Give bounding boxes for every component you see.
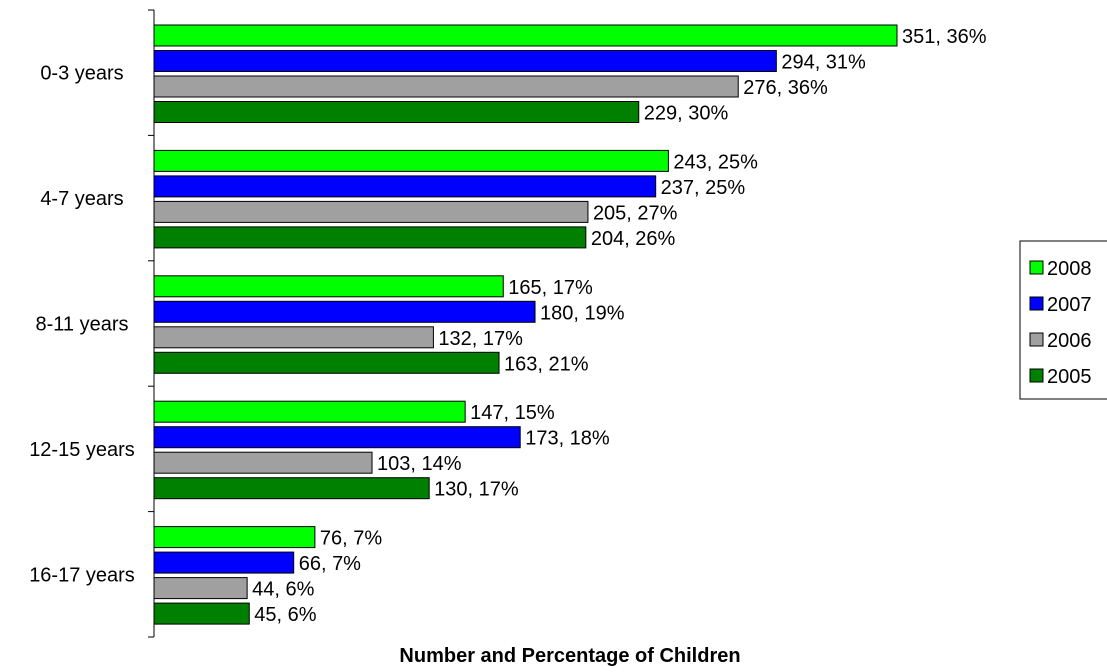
bar-2007: [153, 50, 777, 72]
bar-2006: [153, 75, 739, 98]
data-label: 45, 6%: [254, 604, 316, 626]
bar-2006: [153, 200, 589, 223]
legend-swatch-2006: [1029, 332, 1044, 347]
bar-2005: [153, 351, 500, 374]
category-label: 16-17 years: [29, 564, 135, 586]
bar-2006: [153, 326, 434, 349]
bar-2005: [153, 226, 587, 249]
data-label: 205, 27%: [593, 202, 678, 224]
data-label: 294, 31%: [781, 52, 866, 74]
bar-2007: [153, 300, 536, 323]
x-axis-title: Number and Percentage of Children: [399, 645, 740, 667]
bar-2005: [153, 101, 640, 123]
data-label: 173, 18%: [525, 428, 610, 450]
legend-swatch-2008: [1029, 260, 1044, 275]
bar-2008: [153, 275, 504, 298]
data-label: 66, 7%: [299, 553, 361, 575]
data-label: 103, 14%: [377, 453, 462, 475]
category-label: 8-11 years: [35, 314, 128, 336]
bar-2005: [153, 477, 430, 500]
data-label: 163, 21%: [504, 353, 589, 375]
y-axis-layer: 0-3 years 4-7 years 8-11 years 12-15 years 1…: [29, 9, 155, 638]
bar-2007: [153, 551, 295, 574]
bar-2008: [153, 149, 669, 172]
data-label: 243, 25%: [673, 151, 758, 173]
data-labels-layer: 351, 36% 294, 31% 276, 36% 229, 30% 243, 25%…: [252, 26, 987, 626]
bar-2008: [153, 526, 316, 549]
legend-label-2006: 2006: [1047, 330, 1092, 352]
legend-label-2005: 2005: [1047, 366, 1092, 388]
data-label: 237, 25%: [661, 177, 746, 199]
legend-swatch-2007: [1029, 296, 1044, 311]
data-label: 276, 36%: [743, 77, 828, 99]
legend-swatch-2005: [1029, 368, 1044, 383]
category-label: 4-7 years: [40, 188, 123, 210]
data-label: 132, 17%: [438, 328, 523, 350]
category-label: 12-15 years: [29, 439, 135, 461]
bar-2008: [153, 24, 898, 47]
legend: 2008 2007 2006 2005: [1019, 240, 1107, 400]
data-label: 204, 26%: [591, 228, 676, 250]
data-label: 165, 17%: [508, 277, 593, 299]
bar-2006: [153, 451, 373, 474]
legend-label-2008: 2008: [1047, 258, 1092, 280]
data-label: 229, 30%: [644, 103, 729, 125]
data-label: 351, 36%: [902, 26, 987, 48]
data-label: 76, 7%: [320, 528, 382, 550]
data-label: 180, 19%: [540, 302, 625, 324]
category-label: 0-3 years: [40, 63, 123, 85]
bar-2008: [153, 400, 466, 423]
data-label: 44, 6%: [252, 579, 314, 601]
bar-2007: [153, 175, 657, 198]
bars-layer: [153, 24, 898, 625]
bar-2007: [153, 426, 521, 449]
data-label: 130, 17%: [434, 479, 519, 501]
data-label: 147, 15%: [470, 402, 555, 424]
bar-2006: [153, 577, 248, 600]
bar-2005: [153, 602, 250, 625]
legend-label-2007: 2007: [1047, 294, 1092, 316]
